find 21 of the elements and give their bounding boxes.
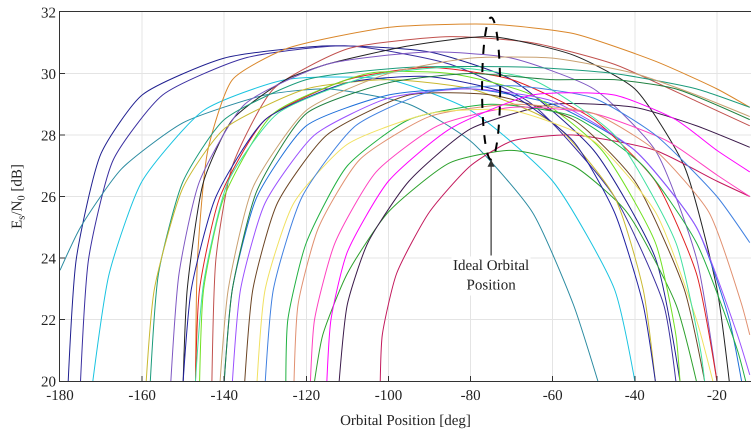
x-tick-label: -180: [46, 388, 74, 404]
x-tick-label: -20: [706, 388, 727, 404]
x-tick-label: -60: [542, 388, 563, 404]
y-tick-label: 32: [41, 5, 56, 22]
y-tick-label: 26: [41, 190, 56, 206]
x-tick-label: -80: [460, 388, 481, 404]
y-tick-label: 30: [41, 66, 56, 83]
y-tick-label: 28: [41, 128, 56, 144]
annotation: Ideal Orbital Position: [453, 258, 530, 294]
x-tick-label: -120: [292, 388, 320, 404]
x-tick-label: -140: [210, 388, 238, 404]
y-tick-label: 24: [41, 251, 56, 268]
line-series: [60, 88, 598, 381]
line-series: [314, 150, 697, 381]
x-tick-label: -100: [374, 388, 402, 404]
y-tick-label: 22: [41, 312, 56, 329]
line-series: [380, 134, 750, 381]
x-tick-label: -40: [624, 388, 645, 404]
x-axis-title: Orbital Position [deg]: [340, 413, 471, 429]
y-tick-label: 20: [41, 374, 56, 390]
x-tick-label: -160: [128, 388, 156, 404]
